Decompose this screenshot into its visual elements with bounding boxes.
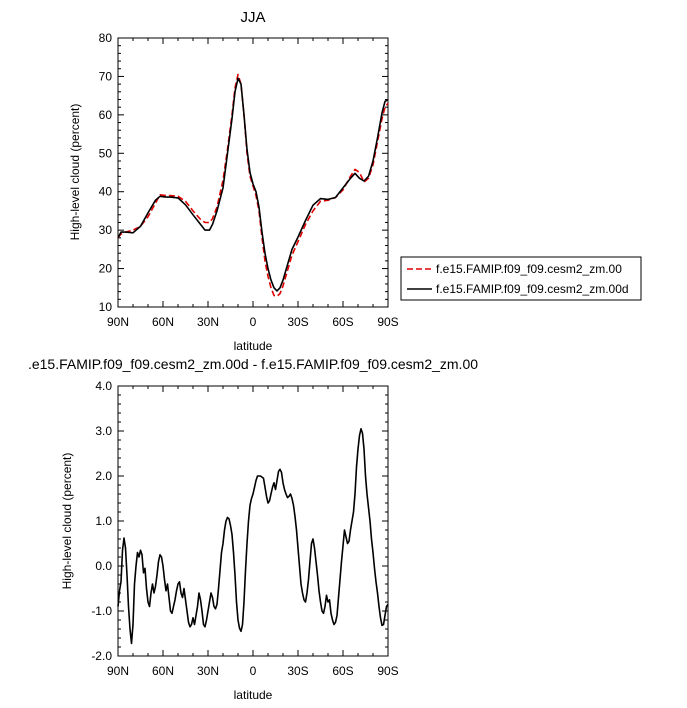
top-y-tick-label: 10 [99,300,113,314]
top-chart-y-axis: 10 20 30 40 50 60 70 80 [99,31,388,314]
bottom-chart-title: .e15.FAMIP.f09_f09.cesm2_zm.00d - f.e15.… [28,356,478,372]
top-x-tick-label: 30S [287,315,308,329]
bottom-chart-y-axis: -2.0 -1.0 0.0 1.0 2.0 3.0 4.0 [91,379,388,663]
legend-label-series-2: f.e15.FAMIP.f09_f09.cesm2_zm.00d [436,282,629,296]
bottom-chart-series [117,428,389,645]
legend-box [400,256,642,301]
legend-label-series-1: f.e15.FAMIP.f09_f09.cesm2_zm.00 [436,262,622,276]
top-y-tick-label: 60 [99,108,113,122]
top-x-tick-label: 30N [197,315,219,329]
top-y-tick-label: 50 [99,146,113,160]
bottom-chart-ylabel: High-level cloud (percent) [60,453,74,590]
top-y-tick-label: 70 [99,69,113,83]
top-chart-xlabel: latitude [234,339,273,353]
top-x-tick-label: 60N [152,315,174,329]
bottom-y-tick-label: 2.0 [95,469,112,483]
bottom-y-tick-label: 1.0 [95,514,112,528]
bottom-chart-plot-area [117,385,389,657]
top-chart-ylabel: High-level cloud (percent) [68,104,82,241]
bottom-x-tick-label: 60N [152,664,174,678]
bottom-x-tick-label: 90S [377,664,398,678]
top-series-line-2 [117,77,389,292]
bottom-x-tick-label: 30S [287,664,308,678]
top-x-tick-label: 90N [107,315,129,329]
bottom-series-line-1 [117,428,389,645]
top-x-tick-label: 90S [377,315,398,329]
bottom-x-tick-label: 30N [197,664,219,678]
bottom-y-tick-label: -1.0 [91,604,112,618]
top-x-tick-label: 0 [250,315,257,329]
top-chart-title: JJA [240,9,265,26]
top-chart-x-axis: 90N 60N 30N 0 30S 60S 90S [107,38,399,329]
bottom-x-tick-label: 90N [107,664,129,678]
bottom-y-tick-label: -2.0 [91,649,112,663]
bottom-y-tick-label: 3.0 [95,424,112,438]
top-y-tick-label: 20 [99,262,113,276]
top-chart-panel: JJA 10 20 30 40 50 60 70 80 90N 60N 30N 0 30S 60S 90S… [68,9,642,353]
bottom-y-tick-label: 0.0 [95,559,112,573]
top-y-tick-label: 30 [99,223,113,237]
bottom-chart-panel: .e15.FAMIP.f09_f09.cesm2_zm.00d - f.e15.… [28,356,478,702]
bottom-x-tick-label: 0 [250,664,257,678]
top-chart-plot-area [117,37,389,308]
top-chart-legend: f.e15.FAMIP.f09_f09.cesm2_zm.00 f.e15.FA… [400,256,642,301]
bottom-chart-x-axis: 90N 60N 30N 0 30S 60S 90S [107,386,399,678]
bottom-chart-xlabel: latitude [234,688,273,702]
top-y-tick-label: 80 [99,31,113,45]
top-x-tick-label: 60S [332,315,353,329]
top-chart-series [117,73,389,297]
top-y-tick-label: 40 [99,185,113,199]
bottom-y-tick-label: 4.0 [95,379,112,393]
bottom-x-tick-label: 60S [332,664,353,678]
